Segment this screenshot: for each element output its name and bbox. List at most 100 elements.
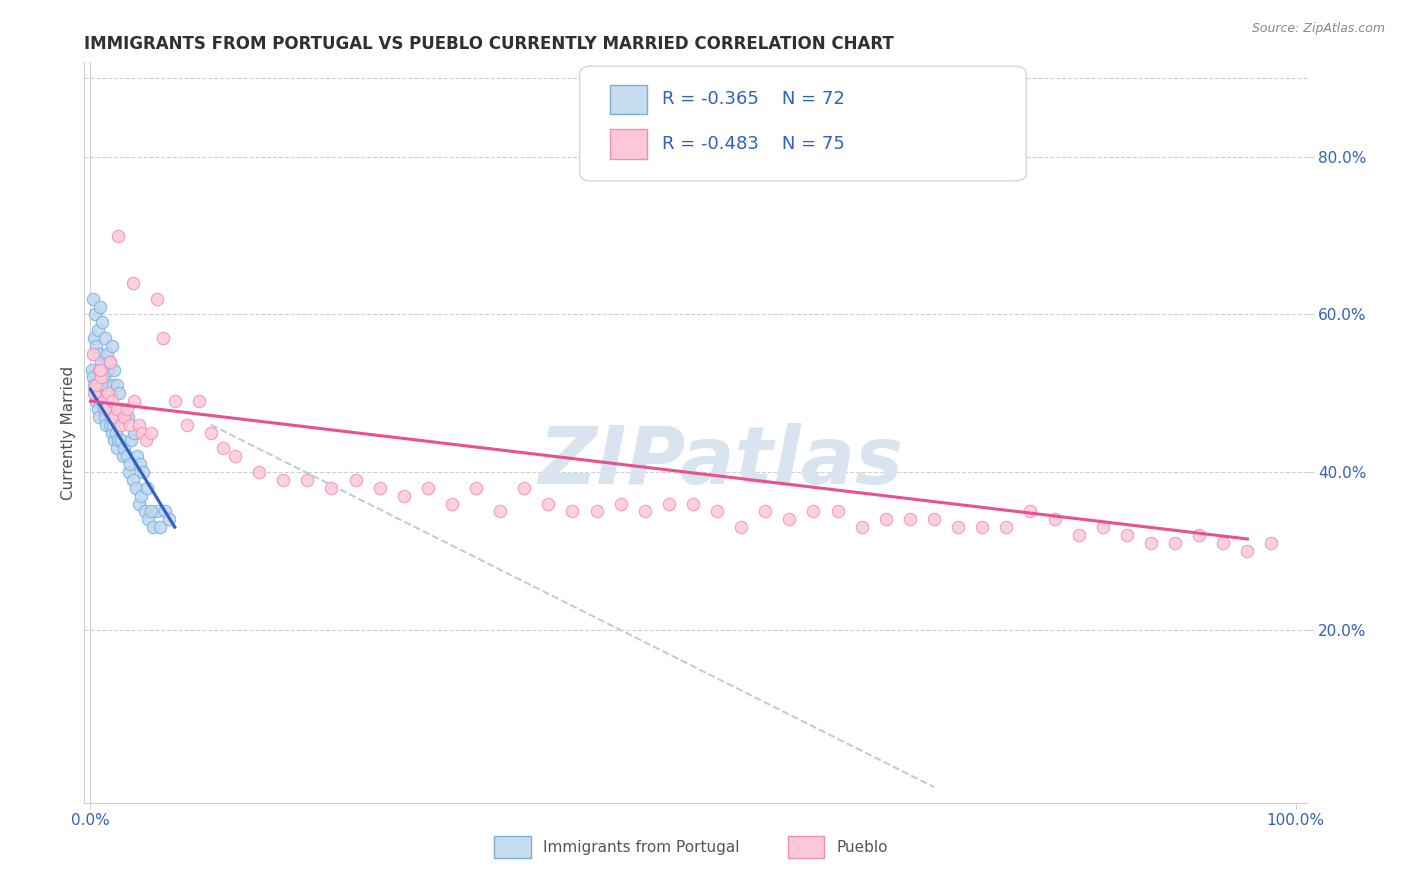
Text: ZIPatlas: ZIPatlas — [538, 423, 903, 501]
Point — [1188, 528, 1211, 542]
Point — [94, 402, 117, 417]
Point — [122, 394, 145, 409]
Point — [121, 473, 143, 487]
Point — [392, 489, 415, 503]
Point — [104, 402, 127, 417]
Point — [93, 370, 115, 384]
Point — [83, 331, 105, 345]
Point — [658, 496, 681, 510]
Point — [136, 481, 159, 495]
Point — [87, 362, 110, 376]
Point — [82, 292, 104, 306]
Point — [145, 504, 167, 518]
FancyBboxPatch shape — [610, 85, 647, 114]
Point — [101, 394, 124, 409]
Point — [103, 362, 125, 376]
Point — [86, 402, 108, 417]
Point — [115, 449, 138, 463]
Point — [972, 520, 994, 534]
Point — [157, 512, 180, 526]
Point — [98, 355, 121, 369]
Point — [898, 512, 921, 526]
Point — [271, 473, 294, 487]
Point — [136, 512, 159, 526]
Point — [851, 520, 873, 534]
Point — [135, 434, 157, 448]
Point — [100, 409, 122, 424]
Point — [149, 520, 172, 534]
Point — [634, 504, 657, 518]
Point — [513, 481, 536, 495]
Point — [489, 504, 512, 518]
Point — [1140, 536, 1163, 550]
Point — [1019, 504, 1042, 518]
Point — [176, 417, 198, 432]
Point — [132, 465, 155, 479]
Point — [247, 465, 270, 479]
Point — [139, 425, 162, 440]
Point — [105, 402, 128, 417]
Point — [153, 504, 176, 518]
Point — [120, 417, 142, 432]
Point — [778, 512, 800, 526]
Text: Source: ZipAtlas.com: Source: ZipAtlas.com — [1251, 22, 1385, 36]
Text: Immigrants from Portugal: Immigrants from Portugal — [543, 839, 740, 855]
Point — [128, 417, 150, 432]
FancyBboxPatch shape — [787, 836, 824, 858]
Point — [94, 378, 117, 392]
Point — [83, 378, 105, 392]
Point — [97, 362, 120, 376]
Point — [93, 402, 115, 417]
Point — [94, 331, 117, 345]
Point — [142, 520, 165, 534]
Point — [103, 409, 125, 424]
Point — [440, 496, 463, 510]
Point — [111, 402, 134, 417]
Point — [187, 394, 209, 409]
Point — [104, 425, 127, 440]
Point — [1067, 528, 1090, 542]
Point — [84, 308, 107, 322]
Point — [120, 434, 142, 448]
Point — [107, 228, 129, 243]
Point — [115, 402, 138, 417]
Point — [416, 481, 439, 495]
Point — [730, 520, 752, 534]
Point — [118, 465, 141, 479]
Point — [103, 417, 125, 432]
Point — [139, 504, 162, 518]
Point — [112, 442, 135, 456]
Point — [128, 496, 150, 510]
Point — [1212, 536, 1234, 550]
Point — [121, 276, 143, 290]
Point — [212, 442, 235, 456]
Point — [90, 378, 112, 392]
Point — [1115, 528, 1137, 542]
Point — [112, 409, 135, 424]
Point — [152, 331, 174, 345]
Point — [94, 409, 117, 424]
Point — [105, 442, 128, 456]
Point — [1260, 536, 1282, 550]
Point — [86, 323, 108, 337]
Point — [103, 378, 125, 392]
Point — [561, 504, 583, 518]
Point — [94, 417, 117, 432]
Text: IMMIGRANTS FROM PORTUGAL VS PUEBLO CURRENTLY MARRIED CORRELATION CHART: IMMIGRANTS FROM PORTUGAL VS PUEBLO CURRE… — [84, 35, 894, 53]
Text: R = -0.483    N = 75: R = -0.483 N = 75 — [662, 135, 845, 153]
Point — [86, 394, 108, 409]
Point — [803, 504, 825, 518]
Point — [321, 481, 343, 495]
Point — [82, 347, 104, 361]
Point — [86, 378, 108, 392]
Point — [96, 394, 118, 409]
Point — [84, 386, 107, 401]
Point — [537, 496, 560, 510]
Point — [682, 496, 704, 510]
Point — [585, 504, 607, 518]
FancyBboxPatch shape — [494, 836, 531, 858]
Point — [344, 473, 367, 487]
Point — [1164, 536, 1187, 550]
Point — [83, 386, 105, 401]
Point — [110, 417, 132, 432]
